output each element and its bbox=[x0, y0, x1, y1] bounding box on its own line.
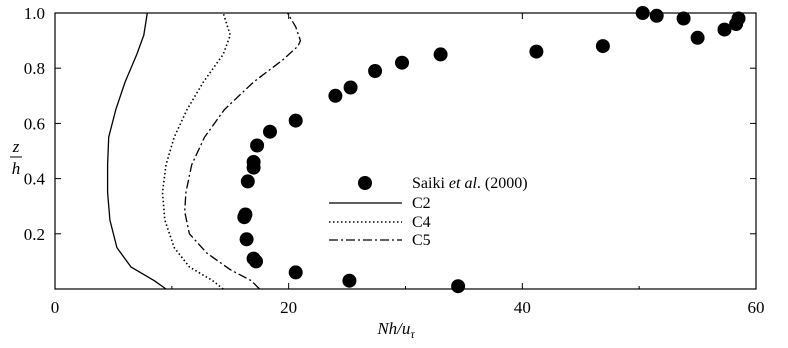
plot-frame bbox=[54, 12, 757, 290]
legend-label: C4 bbox=[412, 214, 431, 231]
legend-label-post: . (2000) bbox=[477, 175, 528, 192]
x-ticks: 0 20 40 60 bbox=[51, 13, 765, 317]
x-tick-label: 60 bbox=[748, 298, 765, 317]
legend-label: C2 bbox=[412, 195, 431, 212]
y-tick-label: 0.6 bbox=[24, 114, 45, 133]
x-axis-label: Nh/uτ bbox=[376, 319, 415, 341]
x-tick-label: 20 bbox=[280, 298, 297, 317]
data-point bbox=[595, 39, 610, 54]
legend-label: C5 bbox=[412, 232, 431, 249]
x-tick-label: 40 bbox=[514, 298, 531, 317]
plot-area-border bbox=[54, 12, 757, 290]
data-point bbox=[288, 265, 303, 280]
data-point bbox=[395, 55, 409, 70]
data-point bbox=[288, 113, 303, 128]
data-point bbox=[246, 251, 261, 266]
data-point bbox=[368, 64, 383, 78]
data-point bbox=[328, 88, 343, 103]
data-point bbox=[250, 138, 265, 153]
data-point bbox=[676, 11, 691, 26]
y-axis-label: z h bbox=[10, 137, 22, 178]
y-tick-label: 1.0 bbox=[24, 4, 45, 23]
data-point bbox=[246, 155, 261, 169]
data-point bbox=[238, 207, 253, 222]
data-point bbox=[433, 47, 448, 62]
data-point bbox=[343, 80, 358, 95]
legend-label-pre: Saiki bbox=[412, 175, 449, 192]
legend-label-em: et al bbox=[449, 175, 478, 192]
data-point bbox=[342, 273, 357, 288]
data-point bbox=[240, 174, 255, 189]
data-point bbox=[731, 11, 746, 26]
data-point bbox=[239, 232, 254, 247]
data-point bbox=[263, 124, 277, 139]
data-point bbox=[717, 22, 732, 37]
y-tick-label: 0.2 bbox=[24, 225, 45, 244]
data-point bbox=[529, 44, 544, 59]
series-line-3 bbox=[184, 12, 302, 290]
series-line-2 bbox=[161, 12, 232, 290]
data-point bbox=[451, 279, 466, 294]
y-axis-label-numerator: z bbox=[12, 137, 20, 156]
y-tick-label: 0.4 bbox=[24, 170, 46, 189]
series-line-1 bbox=[106, 12, 167, 290]
y-tick-label: 0.8 bbox=[24, 59, 45, 78]
x-tick-label: 0 bbox=[51, 298, 60, 317]
legend-label: Saiki et al. (2000) bbox=[412, 175, 528, 192]
x-axis-label-main: Nh/u bbox=[376, 319, 410, 338]
y-ticks: 0.2 0.4 0.6 0.8 1.0 bbox=[24, 4, 756, 244]
data-point bbox=[649, 8, 664, 23]
y-axis-label-denominator: h bbox=[12, 159, 21, 178]
data-point bbox=[690, 30, 705, 45]
data-point bbox=[635, 6, 650, 20]
x-axis-label-sub: τ bbox=[410, 327, 415, 341]
series-points bbox=[237, 6, 746, 294]
series-lines bbox=[106, 12, 302, 290]
legend-marker bbox=[358, 176, 372, 190]
